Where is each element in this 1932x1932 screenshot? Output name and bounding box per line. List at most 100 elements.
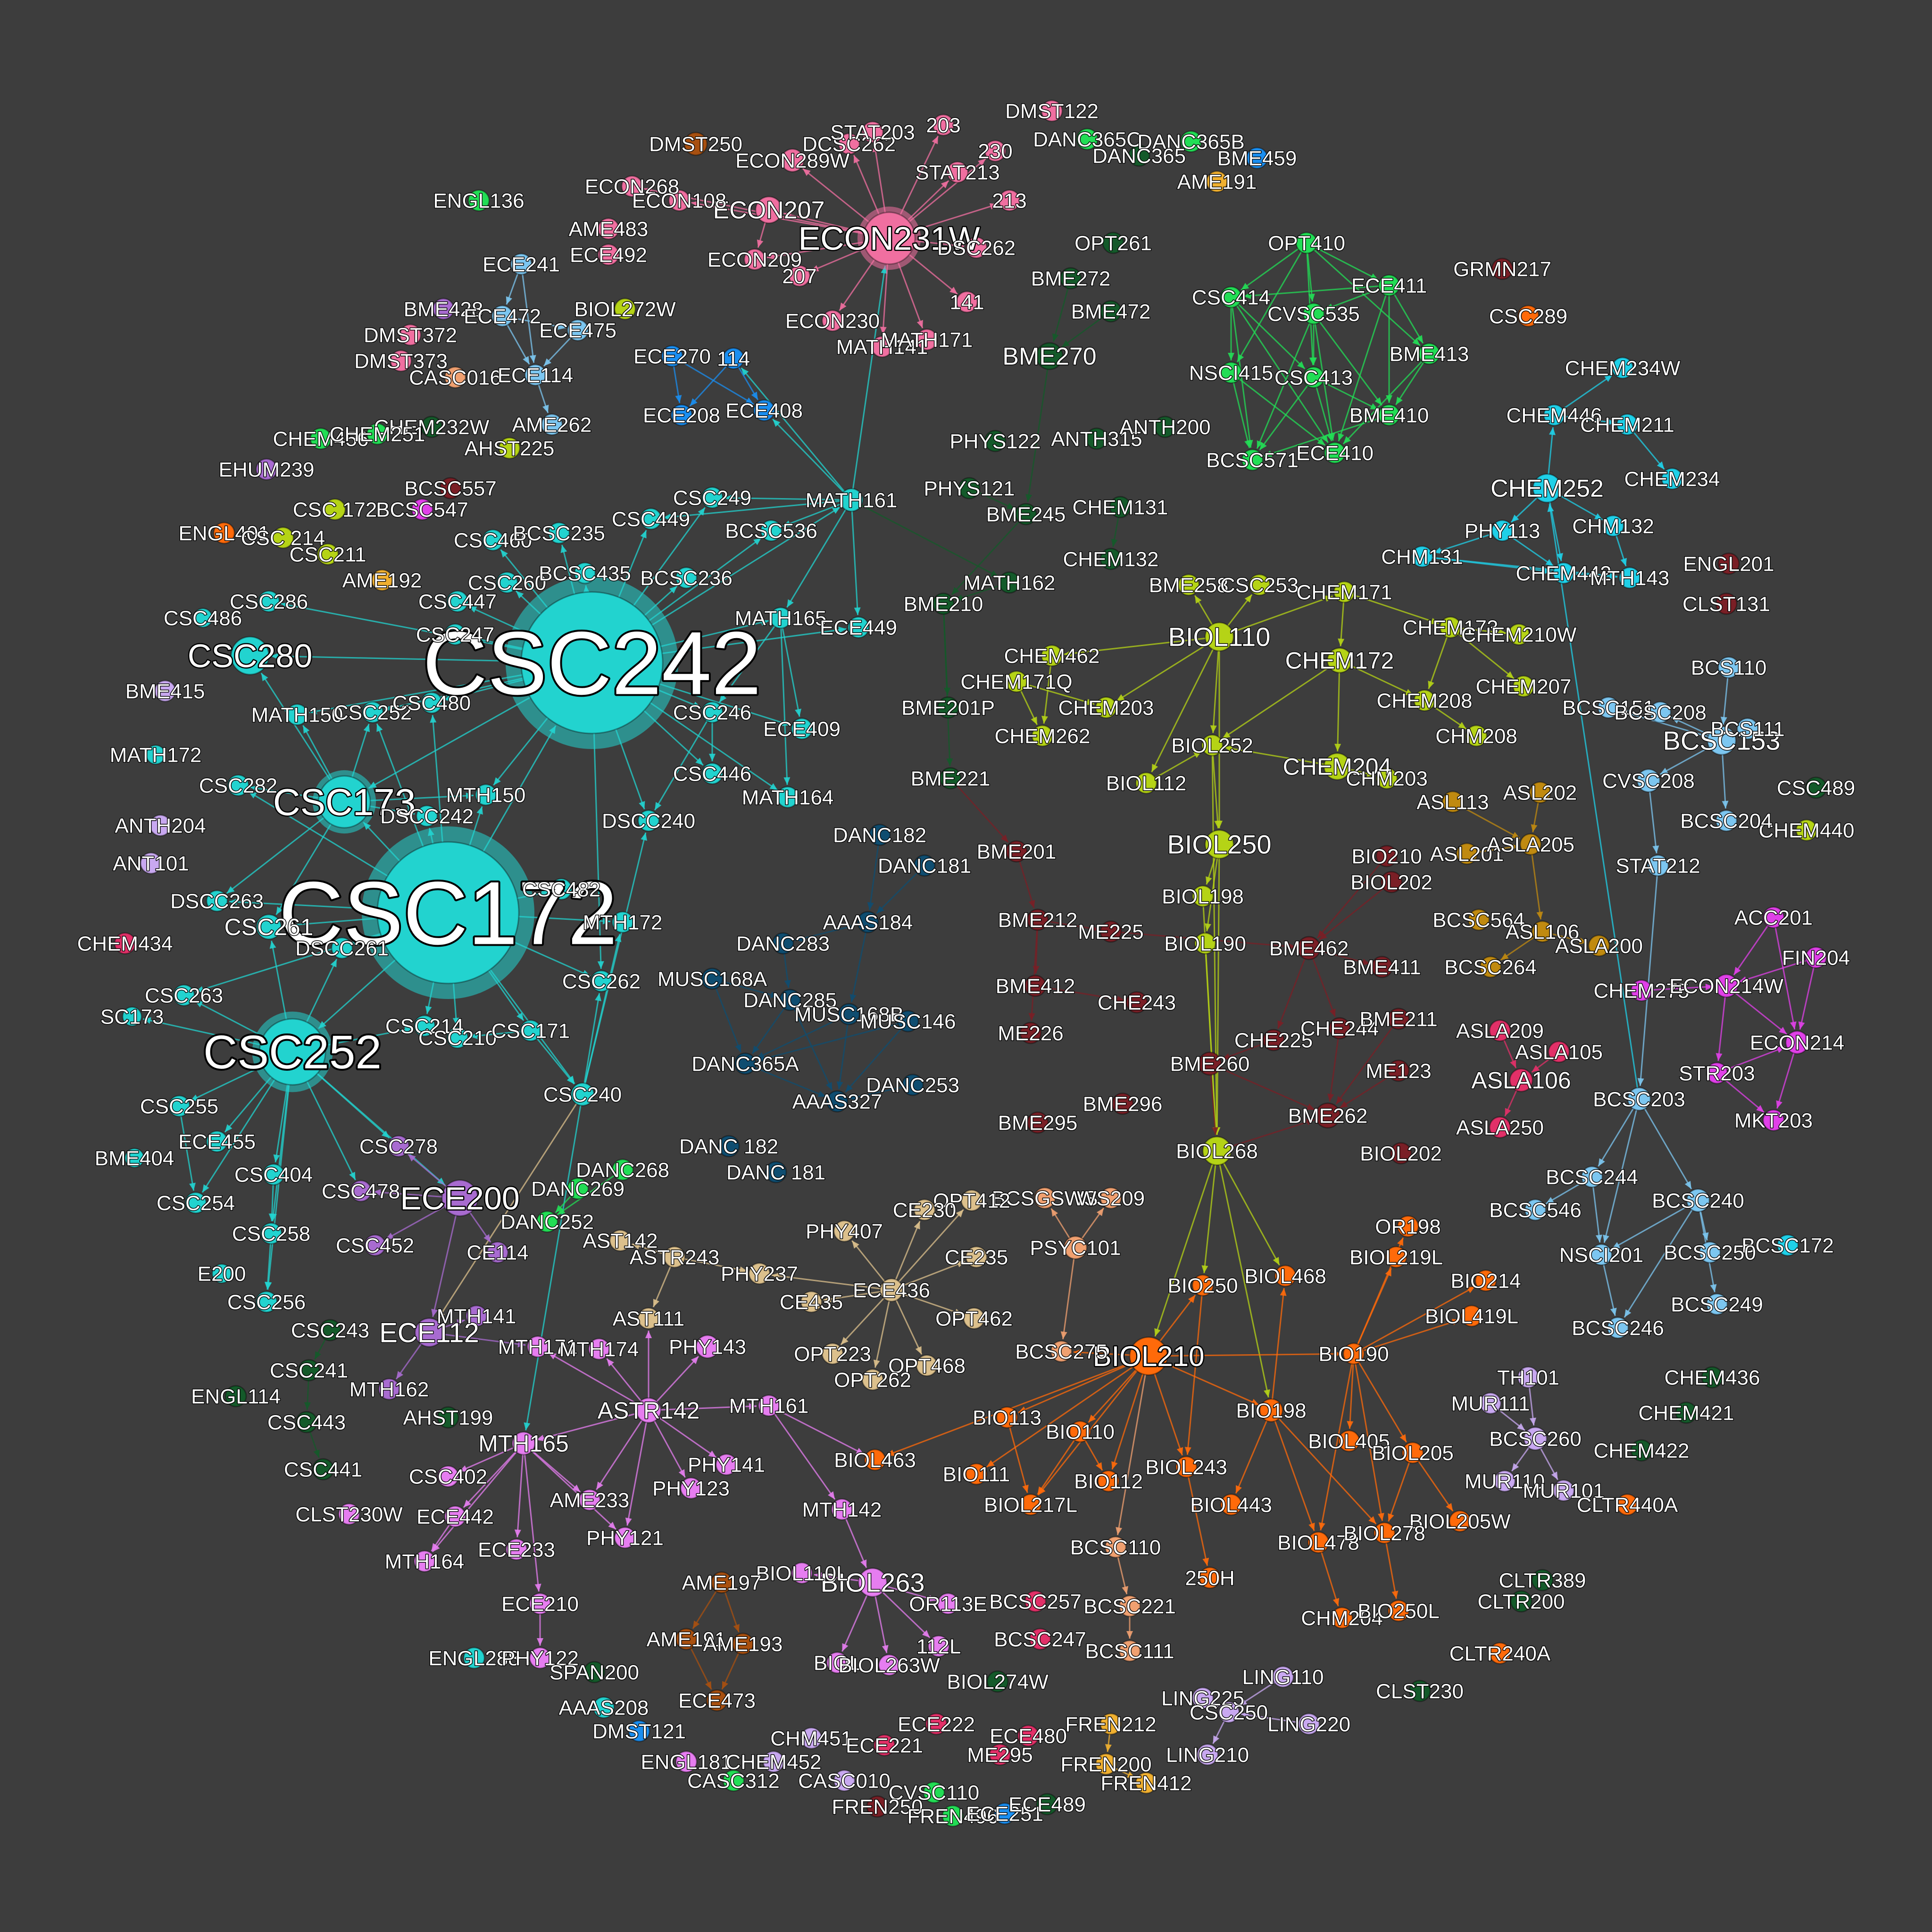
node-circle[interactable] xyxy=(1489,1642,1511,1665)
node-bio214[interactable] xyxy=(1474,1269,1497,1292)
node-engl201[interactable] xyxy=(1717,552,1740,575)
node-circle[interactable] xyxy=(1125,991,1148,1014)
node-112l[interactable] xyxy=(927,1635,950,1657)
node-circle[interactable] xyxy=(1118,1640,1141,1662)
node-circle[interactable] xyxy=(1387,1008,1410,1030)
node-circle[interactable] xyxy=(965,1463,988,1485)
node-circle[interactable] xyxy=(1714,974,1739,998)
node-circle[interactable] xyxy=(1135,1772,1158,1794)
node-e200[interactable] xyxy=(211,1263,232,1284)
node-dcsc262[interactable] xyxy=(838,133,860,155)
node-mur101[interactable] xyxy=(1552,1479,1575,1502)
node-bcsc172[interactable] xyxy=(1776,1234,1799,1257)
node-mth164[interactable] xyxy=(413,1550,436,1573)
node-ece112[interactable] xyxy=(414,1317,444,1348)
node-circle[interactable] xyxy=(960,1189,983,1212)
node-biol190[interactable] xyxy=(1194,932,1216,955)
node-or198[interactable] xyxy=(1397,1215,1419,1238)
node-opt462[interactable] xyxy=(963,1307,985,1330)
node-circle[interactable] xyxy=(1220,286,1242,308)
node-bme411[interactable] xyxy=(1371,956,1393,978)
node-engl181[interactable] xyxy=(675,1750,698,1773)
node-csc478[interactable] xyxy=(350,1180,372,1202)
node-chem131[interactable] xyxy=(1109,496,1132,518)
node-ahst199[interactable] xyxy=(437,1406,459,1429)
node-stat212[interactable] xyxy=(1647,854,1669,877)
node-bme459[interactable] xyxy=(1246,147,1268,169)
node-circle[interactable] xyxy=(312,1458,334,1481)
node-bcsc235[interactable] xyxy=(548,522,570,544)
node-csc447[interactable] xyxy=(446,590,469,613)
node-bcsc247[interactable] xyxy=(1029,1628,1051,1650)
node-csc413[interactable] xyxy=(1302,366,1325,389)
node-bcsc151[interactable] xyxy=(1597,696,1620,719)
node-phy121[interactable] xyxy=(614,1526,636,1549)
node-bcsc246[interactable] xyxy=(1607,1316,1629,1339)
node-circle[interactable] xyxy=(847,616,870,639)
node-circle[interactable] xyxy=(1509,1068,1533,1092)
node-circle[interactable] xyxy=(1529,781,1551,804)
node-circle[interactable] xyxy=(937,1592,959,1615)
node-circle[interactable] xyxy=(597,243,620,266)
node-fren412[interactable] xyxy=(1135,1772,1158,1794)
node-bcsc564[interactable] xyxy=(1467,908,1490,931)
node-econ207[interactable] xyxy=(755,196,783,224)
node-circle[interactable] xyxy=(1199,1566,1221,1589)
node-circle[interactable] xyxy=(1031,724,1054,747)
node-danc-181[interactable] xyxy=(765,1161,787,1183)
node-bcsc204[interactable] xyxy=(1715,809,1738,832)
node-bio250l[interactable] xyxy=(1387,1599,1410,1622)
node-circle[interactable] xyxy=(1706,1293,1728,1316)
node-csc278[interactable] xyxy=(387,1135,410,1158)
node-opt223[interactable] xyxy=(821,1342,844,1365)
node-econ209[interactable] xyxy=(743,248,766,271)
node-circle[interactable] xyxy=(1371,956,1393,978)
node-bcsc240[interactable] xyxy=(1686,1188,1710,1213)
node-circle[interactable] xyxy=(1085,427,1108,450)
node-circle[interactable] xyxy=(491,305,514,327)
node-bme472[interactable] xyxy=(1099,300,1122,323)
node-250h[interactable] xyxy=(1199,1566,1221,1589)
node-ece411[interactable] xyxy=(1378,274,1400,297)
node-circle[interactable] xyxy=(444,366,466,389)
node-circle[interactable] xyxy=(1510,1590,1532,1613)
node-biol252[interactable] xyxy=(1201,734,1224,757)
node-circle[interactable] xyxy=(611,1158,634,1181)
node-ce114[interactable] xyxy=(486,1241,509,1264)
node-circle[interactable] xyxy=(1026,908,1049,931)
node-circle[interactable] xyxy=(1649,701,1672,724)
node-biol202b[interactable] xyxy=(1390,1142,1412,1165)
node-circle[interactable] xyxy=(661,345,683,367)
node-stat203[interactable] xyxy=(861,121,884,143)
node-circle[interactable] xyxy=(826,1651,849,1674)
node-circle[interactable] xyxy=(1191,1687,1214,1709)
node-biol219l[interactable] xyxy=(1385,1246,1407,1268)
node-circle[interactable] xyxy=(710,1571,733,1594)
node-circle[interactable] xyxy=(1328,1017,1351,1040)
node-ant101[interactable] xyxy=(140,852,162,874)
node-circle[interactable] xyxy=(1531,920,1554,943)
node-circle[interactable] xyxy=(1479,1392,1502,1415)
node-circle[interactable] xyxy=(701,762,724,785)
node-mth174[interactable] xyxy=(588,1338,610,1360)
node-csc404[interactable] xyxy=(262,1163,285,1186)
node-csc260[interactable] xyxy=(496,571,518,594)
node-bme212[interactable] xyxy=(1026,908,1049,931)
node-fin204[interactable] xyxy=(1805,946,1827,969)
node-circle[interactable] xyxy=(1259,1398,1283,1423)
node-danc365c[interactable] xyxy=(1076,128,1099,150)
node-ece442[interactable] xyxy=(444,1505,466,1528)
node-mth172[interactable] xyxy=(611,911,634,933)
node-circle[interactable] xyxy=(1493,1470,1516,1492)
node-circle[interactable] xyxy=(1707,725,1737,756)
node-circle[interactable] xyxy=(614,298,636,320)
node-circle[interactable] xyxy=(1699,1241,1721,1264)
node-circle[interactable] xyxy=(570,1082,595,1107)
node-circle[interactable] xyxy=(1019,1493,1042,1516)
node-circle[interactable] xyxy=(416,805,438,827)
node-circle[interactable] xyxy=(444,623,466,646)
node-circle[interactable] xyxy=(635,1397,662,1424)
node-circle[interactable] xyxy=(946,161,969,183)
node-circle[interactable] xyxy=(1460,1305,1483,1327)
node-biol443[interactable] xyxy=(1220,1493,1242,1516)
